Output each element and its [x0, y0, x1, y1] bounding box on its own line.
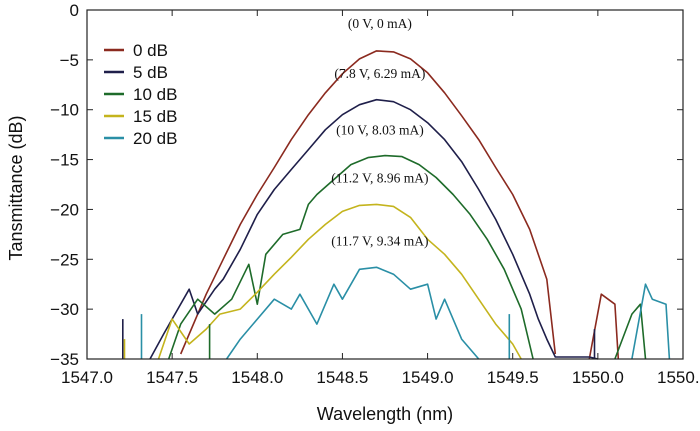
peak-annotation-2: (10 V, 8.03 mA) — [336, 123, 424, 138]
x-tick-label: 1547.0 — [61, 368, 113, 387]
x-axis-title: Wavelength (nm) — [317, 404, 453, 424]
x-tick-label: 1549.5 — [487, 368, 539, 387]
legend-label: 5 dB — [133, 63, 168, 82]
y-tick-label: −30 — [50, 300, 79, 319]
series-line-5 — [157, 203, 522, 360]
y-axis-title: Tansmittance (dB) — [6, 115, 26, 260]
series-line-7 — [631, 283, 671, 360]
legend-item: 10 dB — [104, 85, 177, 104]
y-tick-label: −5 — [60, 51, 79, 70]
peak-annotation-4: (11.7 V, 9.34 mA) — [331, 233, 428, 248]
series-line-0 — [179, 50, 557, 355]
series-line-4 — [614, 303, 647, 360]
x-tick-label: 1550.5 — [657, 368, 700, 387]
legend-label: 10 dB — [133, 85, 177, 104]
legend-label: 20 dB — [133, 129, 177, 148]
peak-annotation-3: (11.2 V, 8.96 mA) — [331, 171, 428, 186]
legend-item: 0 dB — [104, 41, 168, 60]
x-tick-label: 1548.5 — [316, 368, 368, 387]
y-tick-label: 0 — [70, 1, 79, 20]
ticks-layer: 1547.0 1547.5 1548.0 1548.5 1549.0 1549.5 1550… — [50, 1, 700, 387]
y-tick-label: −20 — [50, 200, 79, 219]
x-tick-label: 1547.5 — [146, 368, 198, 387]
legend-item: 20 dB — [104, 129, 177, 148]
y-tick-label: −35 — [50, 350, 79, 369]
peak-annotation-0: (0 V, 0 mA) — [348, 16, 412, 31]
series-layer — [122, 50, 671, 360]
y-tick-label: −15 — [50, 151, 79, 170]
y-tick-label: −10 — [50, 101, 79, 120]
plot-frame — [86, 9, 684, 360]
annotation-layer: (0 V, 0 mA) (7.8 V, 6.29 mA) (10 V, 8.03 m… — [331, 16, 428, 248]
x-tick-label: 1548.0 — [231, 368, 283, 387]
x-tick-label: 1549.0 — [402, 368, 454, 387]
legend: 0 dB 5 dB 10 dB 15 dB 20 dB — [104, 41, 177, 148]
legend-item: 5 dB — [104, 63, 168, 82]
legend-label: 0 dB — [133, 41, 168, 60]
y-tick-label: −25 — [50, 250, 79, 269]
legend-item: 15 dB — [104, 107, 177, 126]
peak-annotation-1: (7.8 V, 6.29 mA) — [334, 66, 425, 81]
series-line-3 — [167, 154, 534, 360]
series-line-1 — [588, 293, 620, 360]
legend-label: 15 dB — [133, 107, 177, 126]
series-line-6 — [225, 266, 480, 360]
x-tick-label: 1550.0 — [572, 368, 624, 387]
series-line-2 — [149, 98, 599, 360]
